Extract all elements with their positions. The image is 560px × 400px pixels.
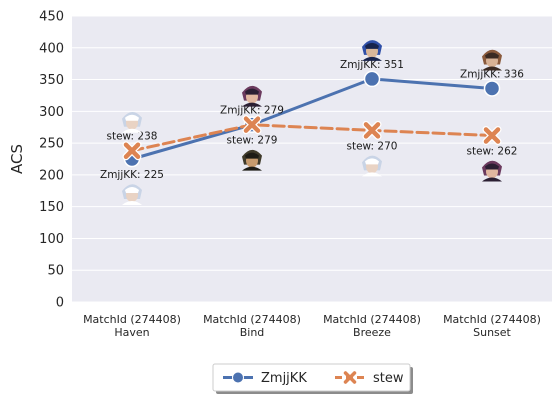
series-line-zmjjkk	[130, 77, 494, 161]
y-tick-label: 100	[39, 232, 64, 247]
data-label-zmjjkk: ZmjjKK: 351	[340, 59, 404, 71]
series-line-stew	[130, 123, 494, 153]
data-label-zmjjkk: ZmjjKK: 279	[220, 105, 284, 117]
y-tick-label: 300	[39, 105, 64, 120]
clove-icon	[242, 85, 262, 107]
point-zmjjkk	[483, 80, 501, 97]
data-label-stew: stew: 238	[107, 131, 158, 143]
chamber-icon	[482, 49, 502, 71]
data-label-stew: stew: 270	[347, 140, 398, 152]
point-stew	[362, 120, 382, 140]
legend-box	[212, 363, 411, 392]
y-tick-labels: 0 50 100 150 200 250 300 350 400 450	[39, 10, 64, 311]
sage-icon	[242, 149, 262, 171]
y-tick-label: 450	[39, 10, 64, 25]
legend-marker-zmjjkk	[232, 371, 244, 384]
jett-icon	[122, 184, 142, 205]
legend: ZmjjKK stew	[212, 363, 413, 394]
y-tick-label: 50	[47, 264, 64, 279]
point-stew	[122, 141, 142, 161]
point-zmjjkk	[363, 70, 381, 88]
data-label-zmjjkk: ZmjjKK: 336	[460, 68, 524, 80]
point-stew	[482, 125, 502, 145]
data-label-stew: stew: 262	[467, 145, 518, 157]
legend-label-zmjjkk: ZmjjKK	[261, 371, 307, 386]
grid-lines	[72, 15, 552, 303]
y-tick-label: 150	[39, 200, 64, 215]
x-tick-label: Bind	[240, 326, 265, 339]
annotations: ZmjjKK: 225 ZmjjKK: 279 ZmjjKK: 351 ZmjjKK:…	[100, 40, 524, 205]
legend-label-stew: stew	[373, 371, 404, 386]
y-tick-label: 200	[39, 168, 64, 183]
point-stew	[242, 115, 262, 135]
jett-icon	[362, 155, 382, 177]
x-tick-label: Haven	[114, 326, 149, 339]
y-tick-label: 250	[39, 137, 64, 152]
legend-marker-stew	[343, 371, 357, 384]
clove-icon	[482, 160, 502, 182]
x-tick-label: MatchId (274408)	[323, 313, 421, 326]
y-axis-label: ACS	[8, 144, 26, 174]
y-tick-label: 0	[56, 296, 64, 311]
y-tick-label: 400	[39, 41, 64, 56]
neon-icon	[362, 40, 382, 61]
plot-area	[72, 16, 552, 302]
jett-icon	[122, 111, 142, 133]
x-tick-label: Breeze	[353, 326, 391, 339]
data-label-stew: stew: 279	[227, 135, 278, 147]
series-group	[122, 70, 502, 168]
x-tick-label: MatchId (274408)	[83, 313, 181, 326]
data-label-zmjjkk: ZmjjKK: 225	[100, 169, 164, 181]
x-tick-label: MatchId (274408)	[203, 313, 301, 326]
y-tick-label: 350	[39, 73, 64, 88]
x-tick-label: MatchId (274408)	[443, 313, 541, 326]
x-tick-label: Sunset	[473, 326, 511, 339]
